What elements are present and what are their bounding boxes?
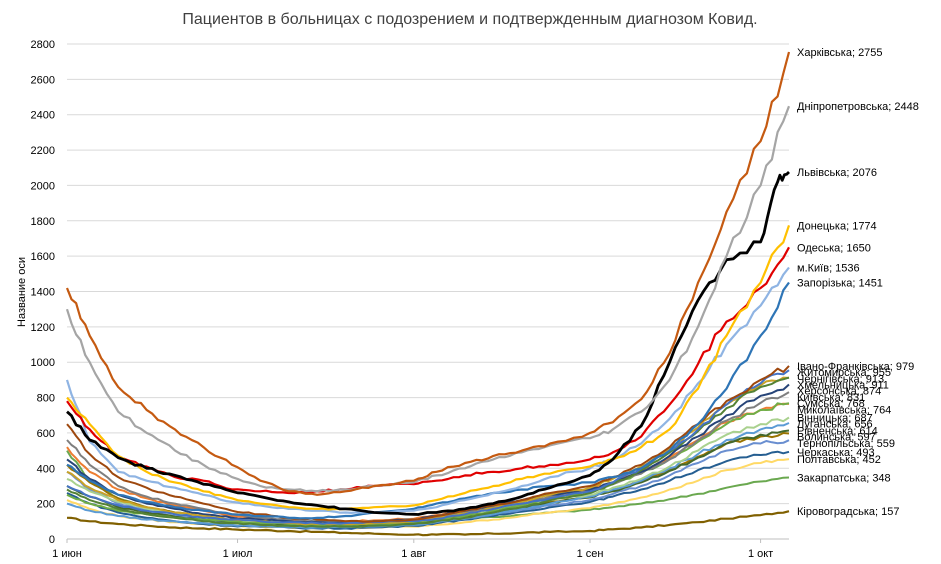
series-line-Київська (66, 391, 790, 524)
y-tick-label: 2600 (31, 74, 55, 86)
y-tick-label: 1000 (31, 357, 55, 369)
series-line-Івано-Франківська (66, 365, 790, 523)
y-tick-label: 2200 (31, 145, 55, 157)
series-end-label: Миколаївська; 764 (797, 404, 891, 416)
y-tick-label: 1600 (31, 251, 55, 263)
chart-title: Пациентов в больницах с подозрением и по… (182, 11, 757, 28)
x-tick-label: 1 июл (223, 548, 253, 560)
series-line-Донецька (66, 225, 791, 511)
series-end-label: Рівненська; 614 (797, 426, 878, 438)
series-end-label: Івано-Франківська; 979 (797, 361, 914, 373)
series-end-label: Житомирська; 955 (797, 367, 891, 379)
series-end-label: Одеська; 1650 (797, 242, 871, 254)
y-tick-label: 800 (37, 393, 55, 405)
y-tick-label: 200 (37, 499, 55, 511)
series-line-Кіровоградська (66, 510, 790, 537)
series-line-Одеська (66, 246, 790, 495)
series-end-label: Львівська; 2076 (797, 167, 877, 179)
gridlines (67, 43, 789, 540)
y-tick-label: 1400 (31, 287, 55, 299)
series-end-label: Кіровоградська; 157 (797, 506, 899, 518)
y-tick-label: 2000 (31, 180, 55, 192)
series-end-label: Тернопільська; 559 (797, 438, 895, 450)
y-tick-label: 600 (37, 428, 55, 440)
y-tick-label: 2400 (31, 110, 55, 122)
series-line-Дніпропетровська (65, 105, 791, 493)
x-tick-label: 1 июн (52, 548, 82, 560)
y-tick-label: 1800 (31, 216, 55, 228)
series-end-label: Волинська; 597 (797, 432, 876, 444)
series-end-label: Сумська; 768 (797, 398, 865, 410)
series-end-label: Дніпропетровська; 2448 (797, 101, 919, 113)
y-tick-label: 1200 (31, 322, 55, 334)
series-line-Харківська (65, 51, 791, 496)
series-line-м.Київ (65, 266, 790, 514)
y-tick-label: 0 (49, 534, 55, 546)
y-axis-label: Название оси (16, 257, 28, 327)
x-axis-ticks: 1 июн 1 июл 1 авг 1 сен 1 окт (52, 539, 773, 560)
series-end-label: Київська; 831 (797, 392, 865, 404)
series-end-label: Чернігівська; 913 (797, 373, 884, 385)
y-axis-ticks: 0 200 400 600 800 1000 1200 1400 1600 1800 2000 220… (31, 39, 55, 546)
series-end-label: Харківська; 2755 (797, 47, 883, 59)
series-end-labels: Харківська; 2755 Дніпропетровська; 2448 Ль… (797, 47, 919, 518)
series-end-label: м.Київ; 1536 (797, 263, 860, 275)
series-end-label: Донецька; 1774 (797, 220, 877, 232)
series-end-label: Запорізька; 1451 (797, 278, 883, 290)
series-end-label: Луганська; 656 (797, 419, 873, 431)
y-tick-label: 2800 (31, 39, 55, 51)
series-end-label: Вінницька; 687 (797, 413, 873, 425)
series-line-Запорізька (66, 281, 790, 520)
series-end-label: Черкаська; 493 (797, 447, 875, 459)
series-end-label: Хмельницька; 911 (797, 380, 889, 392)
y-tick-label: 400 (37, 463, 55, 475)
series-line-Львівська (66, 170, 790, 516)
series-end-label: Закарпатська; 348 (797, 473, 891, 485)
x-tick-label: 1 сен (577, 548, 604, 560)
x-tick-label: 1 авг (401, 548, 426, 560)
series-end-label: Херсонська; 874 (797, 386, 881, 398)
x-tick-label: 1 окт (748, 548, 773, 560)
series-end-label: Полтавська; 452 (797, 454, 881, 466)
series-line-Чернігівська (66, 376, 790, 528)
series-lines (65, 51, 791, 537)
